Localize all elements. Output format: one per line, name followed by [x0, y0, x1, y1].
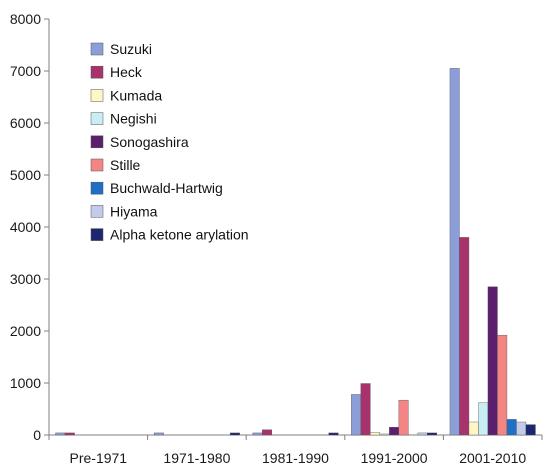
bar-hiyama-3 [417, 432, 428, 436]
legend-swatch [90, 158, 104, 172]
bar-suzuki-0 [55, 432, 66, 436]
legend-swatch [90, 135, 104, 149]
legend-label: Negishi [110, 111, 157, 127]
legend-swatch [90, 89, 104, 102]
x-tick-label: 1971-1980 [163, 450, 230, 466]
bar-stille-3 [398, 399, 409, 436]
bar-hiyama-4 [516, 421, 527, 436]
legend-label: Heck [110, 64, 143, 80]
x-tick-label: 1991-2000 [361, 450, 428, 466]
bars [55, 68, 536, 436]
x-tick-label: Pre-1971 [70, 450, 128, 466]
legend-label: Suzuki [110, 41, 152, 57]
bar-suzuki-1 [153, 432, 164, 436]
bar-alpha-ketone-arylation-1 [229, 432, 240, 436]
legend-swatch [90, 181, 104, 195]
legend-label: Alpha ketone arylation [110, 227, 249, 243]
legend-label: Stille [110, 157, 141, 173]
legend-swatch [90, 42, 104, 56]
legend: Suzuki Heck Kumada Negishi Sonogashira Stille… [90, 41, 249, 243]
y-axis: 0 1000 2000 3000 4000 5000 6000 7000 8000 [10, 11, 50, 443]
bar-alpha-ketone-arylation-3 [427, 432, 438, 436]
legend-swatch [90, 112, 104, 125]
legend-swatch [90, 65, 104, 79]
legend-swatch [90, 228, 104, 241]
y-tick-label: 5000 [10, 167, 41, 183]
bar-alpha-ketone-arylation-2 [328, 432, 339, 436]
bar-sonogashira-3 [389, 427, 400, 436]
bar-suzuki-2 [252, 432, 263, 436]
bar-alpha-ketone-arylation-4 [525, 424, 536, 436]
y-tick-label: 8000 [10, 11, 41, 27]
bar-suzuki-3 [351, 394, 362, 436]
legend-label: Hiyama [110, 203, 158, 219]
bar-sonogashira-4 [487, 286, 498, 436]
y-tick-label: 2000 [10, 323, 41, 339]
legend-label: Buchwald-Hartwig [110, 180, 223, 196]
x-tick-label: 1981-1990 [262, 450, 329, 466]
bar-heck-4 [459, 237, 470, 436]
y-tick-label: 3000 [10, 271, 41, 287]
bar-buchwald-hartwig-4 [506, 419, 517, 436]
y-tick-label: 0 [33, 427, 41, 443]
legend-label: Sonogashira [110, 134, 189, 150]
bar-suzuki-4 [449, 68, 460, 436]
legend-swatch [90, 205, 104, 218]
bar-heck-2 [262, 429, 272, 436]
bar-heck-0 [64, 432, 75, 436]
x-tick-label: 2001-2010 [459, 450, 526, 466]
bar-negishi-4 [478, 402, 489, 436]
bar-stille-4 [497, 334, 508, 436]
y-tick-label: 4000 [10, 219, 41, 235]
x-axis: Pre-1971 1971-1980 1981-1990 1991-2000 2001-… [48, 434, 543, 466]
y-tick-label: 7000 [10, 63, 41, 79]
y-tick-label: 6000 [10, 115, 41, 131]
y-tick-label: 1000 [10, 375, 41, 391]
bar-negishi-3 [379, 433, 390, 436]
legend-label: Kumada [110, 87, 162, 103]
bar-heck-3 [360, 383, 371, 436]
bar-kumada-3 [370, 432, 381, 436]
bar-kumada-4 [468, 421, 479, 436]
